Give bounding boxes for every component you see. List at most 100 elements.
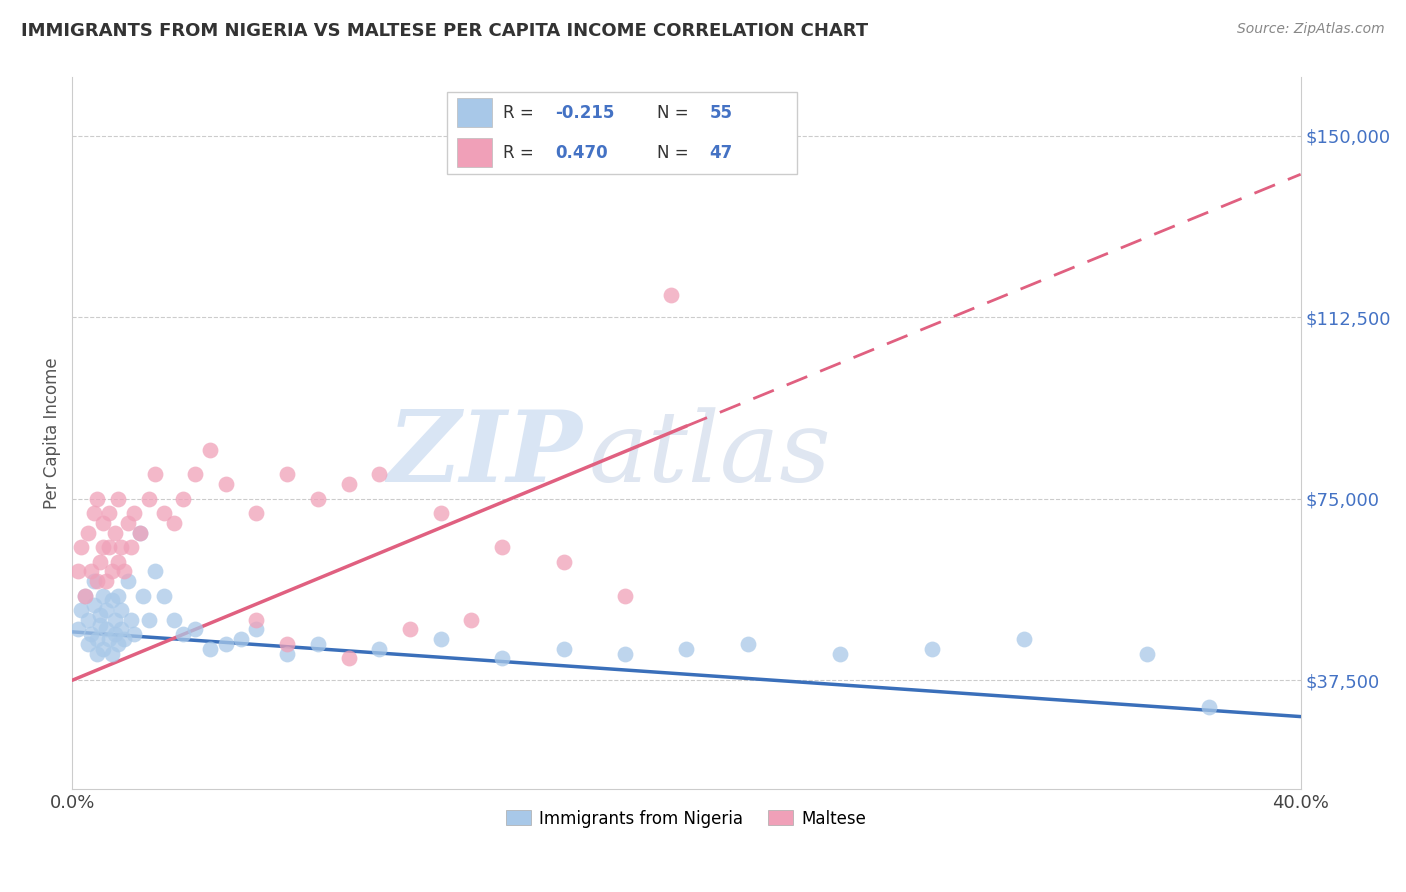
Point (368, 467, 391, 482)
Point (94, 603, 117, 617)
Point (200, 443, 222, 458)
Point (143, 467, 166, 482)
Point (153, 589, 176, 603)
Point (614, 647, 637, 661)
Point (86, 574, 108, 588)
Point (675, 641, 697, 656)
Point (215, 477, 238, 491)
Point (128, 525, 150, 540)
Point (89, 607, 111, 622)
Point (120, 613, 142, 627)
Point (79, 565, 101, 579)
Point (104, 627, 127, 641)
Point (1136, 647, 1159, 661)
Point (659, 288, 682, 302)
Point (89, 617, 111, 632)
Point (101, 593, 124, 607)
Point (110, 540, 132, 554)
Point (276, 467, 298, 482)
Point (110, 603, 132, 617)
Point (73, 589, 96, 603)
Point (1012, 632, 1035, 646)
Point (107, 589, 129, 603)
Point (79, 627, 101, 641)
Point (245, 613, 267, 627)
Point (614, 589, 637, 603)
Point (122, 627, 145, 641)
Point (162, 516, 184, 530)
Point (921, 641, 943, 656)
Point (83, 574, 105, 588)
Point (104, 613, 127, 627)
Point (89, 555, 111, 569)
Point (101, 565, 124, 579)
Point (70, 540, 93, 554)
Point (67, 565, 90, 579)
Point (117, 516, 139, 530)
Point (94, 623, 117, 637)
Point (76, 637, 98, 651)
Point (101, 647, 124, 661)
Point (491, 540, 513, 554)
Point (245, 506, 267, 520)
Point (91, 641, 114, 656)
Point (184, 623, 207, 637)
Text: IMMIGRANTS FROM NIGERIA VS MALTESE PER CAPITA INCOME CORRELATION CHART: IMMIGRANTS FROM NIGERIA VS MALTESE PER C… (21, 22, 869, 40)
Point (83, 506, 105, 520)
Point (231, 632, 253, 646)
Point (91, 516, 114, 530)
Point (94, 574, 117, 588)
Point (337, 651, 360, 665)
Point (491, 651, 513, 665)
Point (276, 647, 298, 661)
Point (215, 637, 238, 651)
Point (107, 637, 129, 651)
Point (120, 540, 142, 554)
Point (128, 525, 150, 540)
Point (245, 623, 267, 637)
Point (86, 647, 108, 661)
Point (429, 506, 451, 520)
Point (153, 506, 176, 520)
Point (143, 565, 166, 579)
Point (76, 613, 98, 627)
Point (107, 491, 129, 506)
Point (429, 632, 451, 646)
Point (828, 647, 851, 661)
Point (460, 613, 482, 627)
Point (70, 603, 93, 617)
Point (86, 632, 108, 646)
Point (553, 555, 575, 569)
Point (172, 491, 194, 506)
Point (91, 540, 114, 554)
Y-axis label: Per Capita Income: Per Capita Income (44, 358, 60, 509)
Point (91, 589, 114, 603)
Point (184, 467, 207, 482)
Point (98, 632, 121, 646)
Point (138, 613, 160, 627)
Text: Source: ZipAtlas.com: Source: ZipAtlas.com (1237, 22, 1385, 37)
Point (368, 641, 391, 656)
Point (200, 641, 222, 656)
Point (76, 525, 98, 540)
Point (114, 565, 136, 579)
Point (132, 589, 155, 603)
Point (553, 641, 575, 656)
Point (98, 506, 121, 520)
Point (83, 599, 105, 613)
Text: ZIP: ZIP (387, 407, 582, 503)
Legend: Immigrants from Nigeria, Maltese: Immigrants from Nigeria, Maltese (499, 803, 873, 834)
Point (67, 623, 90, 637)
Point (307, 491, 329, 506)
Point (114, 632, 136, 646)
Point (737, 637, 759, 651)
Point (73, 589, 96, 603)
Text: atlas: atlas (588, 407, 831, 502)
Point (107, 555, 129, 569)
Point (276, 637, 298, 651)
Point (117, 574, 139, 588)
Point (1198, 699, 1220, 714)
Point (337, 477, 360, 491)
Point (172, 627, 194, 641)
Point (138, 491, 160, 506)
